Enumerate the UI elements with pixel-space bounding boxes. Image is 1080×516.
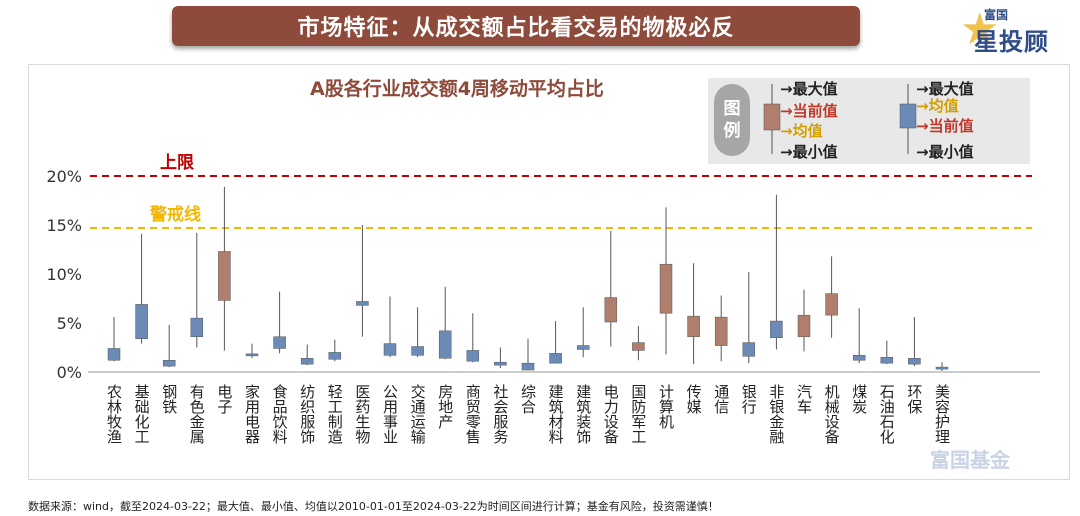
star-icon: ★ (960, 4, 1000, 55)
brand-logo: ★ 富国 星投顾 (960, 4, 1070, 57)
reference-line-label: 上限 (160, 153, 194, 173)
legend-a-current: →当前值 (780, 102, 838, 120)
x-tick-label: 美容护理 (933, 384, 951, 444)
legend-sample-graphics (763, 84, 917, 154)
box-body (300, 358, 314, 365)
x-tick-label: 交通运输 (409, 383, 427, 444)
legend-b-min: →最小值 (916, 143, 974, 161)
x-tick-label: 电子 (215, 384, 233, 414)
y-tick-label: 5% (57, 314, 82, 333)
x-tick-label: 国防军工 (629, 384, 647, 444)
box-body (770, 320, 783, 338)
box-body (797, 314, 811, 337)
header-title: 市场特征：从成交额占比看交易的物极必反 (297, 16, 735, 41)
box-body (576, 345, 590, 350)
box-body (438, 330, 452, 359)
box-body (880, 357, 894, 364)
reference-line-label: 警戒线 (149, 204, 201, 225)
box-body (383, 343, 397, 356)
y-tick-label: 0% (57, 363, 82, 382)
box-body (604, 297, 618, 323)
box-body (162, 359, 176, 367)
x-tick-label: 计算机 (657, 384, 675, 430)
box-body (852, 355, 866, 361)
x-tick-label: 建筑装饰 (574, 384, 592, 444)
y-tick-label: 10% (46, 265, 82, 284)
legend-badge-bottom: 例 (723, 121, 741, 141)
x-tick-label: 电力设备 (602, 384, 620, 444)
legend-a-min: →最小值 (780, 143, 838, 161)
logo-big-text: 星投顾 (974, 28, 1049, 56)
legend: 图 例 →最大值 →当前值 →均值 →最小值 →最大值 →均值 →当前值 →最小… (708, 78, 1030, 164)
x-tick-label: 纺织服饰 (298, 384, 316, 444)
x-tick-label: 银行 (740, 384, 758, 415)
box-body (245, 353, 259, 357)
header-banner: 市场特征：从成交额占比看交易的物极必反 (172, 6, 860, 46)
box-body (494, 361, 507, 366)
x-tick-label: 环保 (905, 384, 923, 414)
x-tick-label: 医药生物 (353, 384, 371, 445)
legend-a-max: →最大值 (780, 80, 838, 98)
x-tick-label: 机械设备 (823, 384, 841, 444)
x-tick-label: 农林牧渔 (105, 384, 123, 444)
box-body (190, 317, 204, 337)
box-body (632, 342, 645, 351)
footnote: 数据来源：wind，截至2024-03-22；最大值、最小值、均值以2010-0… (28, 500, 719, 513)
box-body (908, 358, 921, 365)
x-tick-label: 有色金属 (188, 384, 206, 444)
x-tick-label: 汽车 (795, 384, 813, 414)
x-tick-label: 轻工制造 (326, 384, 344, 445)
x-tick-label: 钢铁 (160, 384, 178, 414)
legend-b-mean: →均值 (916, 97, 959, 115)
x-tick-label: 食品饮料 (271, 384, 289, 444)
x-tick-label: 综合 (519, 384, 537, 414)
box-body (521, 362, 535, 371)
box-body (411, 346, 424, 356)
legend-b-current: →当前值 (916, 117, 974, 135)
box-body (742, 342, 756, 357)
box-body (328, 352, 342, 360)
x-tick-label: 非银金融 (767, 384, 785, 444)
x-tick-label: 房地产 (436, 384, 454, 429)
watermark-text: 富国基金 (930, 448, 1010, 472)
legend-badge: 图 例 (714, 84, 750, 156)
x-tick-label: 家用电器 (243, 384, 261, 444)
legend-badge-top: 图 (723, 99, 741, 119)
x-tick-label: 通信 (712, 384, 730, 414)
box-body (935, 366, 949, 370)
box-body (825, 293, 838, 316)
x-tick-label: 公用事业 (381, 384, 399, 444)
legend-b-box (899, 103, 917, 129)
x-tick-label: 煤炭 (850, 384, 868, 414)
x-tick-label: 基础化工 (133, 384, 151, 444)
box-body (107, 348, 121, 361)
box-body (356, 301, 369, 306)
logo-small-text: 富国 (984, 8, 1009, 22)
y-tick-label: 20% (46, 167, 82, 186)
box-body (687, 315, 700, 337)
box-body (135, 304, 148, 339)
legend-b-max: →最大值 (916, 80, 974, 98)
y-tick-label: 15% (46, 216, 82, 235)
x-tick-label: 商贸零售 (464, 384, 482, 444)
legend-a-mean: →均值 (780, 122, 823, 140)
chart-title: A股各行业成交额4周移动平均占比 (310, 78, 604, 100)
x-tick-label: 建筑材料 (547, 384, 565, 444)
box-body (273, 336, 286, 349)
x-tick-label: 传媒 (685, 384, 703, 414)
box-body (714, 316, 728, 346)
x-tick-label: 社会服务 (491, 384, 509, 445)
box-body (549, 353, 562, 364)
box-body (466, 350, 480, 362)
box-body (218, 251, 231, 301)
x-tick-label: 石油石化 (878, 384, 896, 444)
legend-a-box (763, 103, 781, 131)
box-body (659, 263, 673, 314)
